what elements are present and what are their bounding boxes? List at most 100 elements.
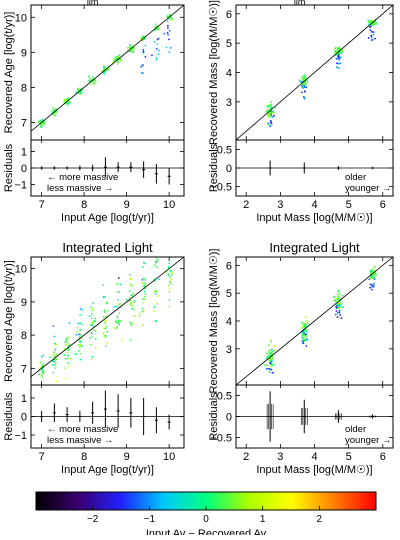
scatter-point <box>335 300 338 303</box>
scatter-point <box>268 368 271 370</box>
residual-y-tick-label: 0 <box>21 412 27 424</box>
scatter-point <box>130 278 132 280</box>
scatter-point <box>167 239 169 241</box>
scatter-point <box>338 304 341 307</box>
scatter-point <box>67 97 70 99</box>
annotation: less massive → <box>47 183 114 194</box>
scatter-point <box>266 104 269 107</box>
scatter-point <box>92 302 95 304</box>
scatter-point <box>42 362 45 365</box>
scatter-point <box>77 350 80 352</box>
scatter-point <box>104 320 106 323</box>
residual-y-tick-label: 0 <box>226 412 232 424</box>
scatter-point <box>65 102 68 105</box>
y-tick-label: 9 <box>21 47 27 59</box>
scatter-point <box>370 272 373 274</box>
scatter-point <box>81 308 84 311</box>
residual-y-tick-label: −1 <box>14 179 27 191</box>
scatter-point <box>53 364 56 366</box>
scatter-point <box>304 322 307 325</box>
colorbar-tick-label: −2 <box>87 514 99 525</box>
scatter-point <box>103 310 105 312</box>
scatter-point <box>131 285 134 287</box>
scatter-point <box>41 118 44 121</box>
scatter-point <box>166 20 169 23</box>
scatter-point <box>111 61 114 63</box>
scatter-point <box>79 308 82 310</box>
scatter-point <box>369 25 372 28</box>
x-tick-label: 8 <box>81 451 87 463</box>
scatter-point <box>63 353 66 356</box>
scatter-point <box>144 295 146 298</box>
scatter-point <box>91 355 94 358</box>
scatter-point <box>120 58 122 60</box>
scatter-point <box>341 294 344 297</box>
scatter-point <box>52 106 55 109</box>
scatter-point <box>64 357 67 360</box>
scatter-point <box>370 36 373 39</box>
scatter-point <box>41 368 44 371</box>
scatter-point <box>104 345 107 347</box>
scatter-point <box>40 356 43 358</box>
scatter-point <box>144 282 146 285</box>
scatter-point <box>37 121 40 124</box>
scatter-point <box>153 264 156 267</box>
residual-y-tick-label: 0 <box>226 163 232 175</box>
scatter-point <box>144 44 147 47</box>
x-tick-label: 5 <box>346 451 352 463</box>
scatter-point <box>156 259 159 262</box>
y-tick-label: 5 <box>226 288 232 300</box>
scatter-point <box>300 81 302 83</box>
residual-axis-label: Residuals <box>208 392 220 441</box>
scatter-point <box>88 75 90 78</box>
scatter-point <box>301 321 303 324</box>
scatter-points <box>37 14 174 128</box>
scatter-point <box>53 351 55 354</box>
scatter-point <box>144 278 147 281</box>
x-tick-label: 9 <box>124 451 130 463</box>
scatter-point <box>273 345 276 347</box>
scatter-points <box>38 239 174 383</box>
scatter-point <box>270 115 272 118</box>
scatter-point <box>118 312 121 315</box>
panel-2: 2 3 4 5 6 3 4 5 6 0.5 0 −0.5 Mlim = −3.0 Recovered Ma… <box>208 0 394 224</box>
scatter-point <box>129 283 132 286</box>
scatter-point <box>268 359 271 362</box>
scatter-point <box>52 372 55 374</box>
scatter-point <box>335 57 338 60</box>
scatter-point <box>105 319 108 322</box>
scatter-point <box>336 66 338 68</box>
scatter-point <box>75 353 78 355</box>
scatter-point <box>88 315 91 317</box>
scatter-point <box>92 329 95 331</box>
colorbar-tick-label: −1 <box>144 514 156 525</box>
scatter-point <box>80 352 82 355</box>
scatter-point <box>168 284 171 287</box>
scatter-point <box>155 59 158 61</box>
scatter-point <box>88 337 91 339</box>
scatter-point <box>79 314 81 316</box>
scatter-point <box>166 31 169 34</box>
scatter-point <box>157 278 160 281</box>
scatter-point <box>171 271 174 274</box>
scatter-point <box>300 339 303 342</box>
scatter-point <box>53 360 56 363</box>
scatter-point <box>118 303 120 306</box>
scatter-point <box>369 273 372 275</box>
panel-4: 2 3 4 5 6 3 4 5 6 0.5 0 −0.5 Integrated Light Recover… <box>208 240 394 476</box>
x-tick-label: 2 <box>243 199 249 211</box>
scatter-point <box>133 46 136 49</box>
scatter-point <box>142 266 144 268</box>
y-axis-label: Recovered Age [log(t/yr)] <box>3 260 15 382</box>
scatter-point <box>129 321 131 324</box>
scatter-point <box>374 265 376 268</box>
colorbar: −2 −1 0 1 2 Input Av − Recovered Av <box>35 491 377 540</box>
scatter-point <box>102 284 105 286</box>
scatter-point <box>337 293 339 296</box>
scatter-point <box>142 48 145 51</box>
annotation: less massive → <box>47 435 114 446</box>
scatter-point <box>40 126 42 128</box>
scatter-point <box>142 36 144 38</box>
scatter-point <box>338 309 341 312</box>
scatter-point <box>116 298 119 301</box>
